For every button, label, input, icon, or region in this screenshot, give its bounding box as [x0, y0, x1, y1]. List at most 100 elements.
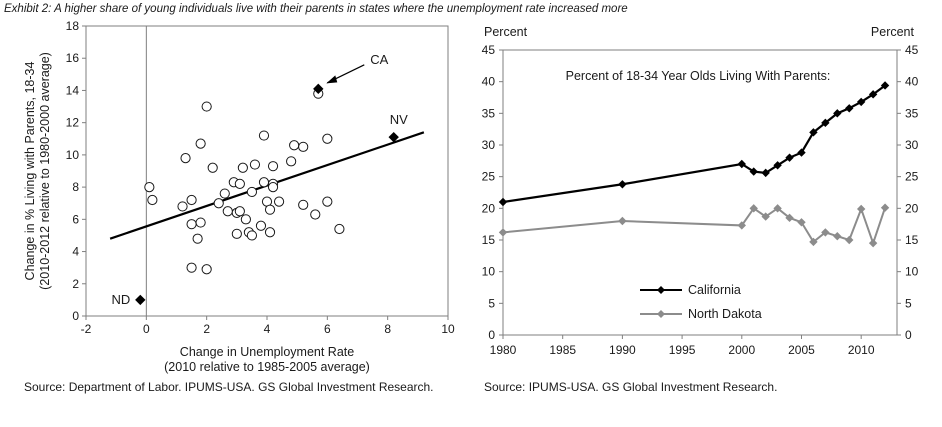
state-point: [147, 194, 158, 206]
state-point: [246, 186, 258, 198]
y-tick-label: 8: [72, 180, 79, 194]
plot-frame: [85, 25, 449, 317]
y-right-tick-label: 0: [905, 328, 912, 342]
y-right-tick-label: 5: [905, 296, 912, 310]
y-tick-label: 6: [72, 212, 79, 226]
label-nv: NV: [390, 112, 408, 127]
x-tick-label: 1985: [549, 343, 576, 357]
series-marker: [498, 228, 508, 237]
state-point: [240, 214, 251, 225]
y-axis-subtitle: (2010-2012 relative to 1980-2000 average…: [38, 52, 52, 290]
highlight-point-nd: [135, 294, 146, 306]
series-marker: [749, 167, 758, 176]
series-line-north-dakota: [502, 206, 887, 247]
state-point: [258, 177, 270, 188]
y-right-tick-label: 35: [905, 106, 919, 120]
y-right-tick-label: 15: [905, 233, 919, 247]
ca-arrow-head: [326, 75, 338, 84]
x-tick-label: 6: [324, 322, 331, 336]
state-point: [334, 223, 345, 235]
series-marker: [797, 218, 806, 227]
exhibit-title: Exhibit 2: A higher share of young indiv…: [4, 3, 628, 15]
state-point: [231, 228, 242, 239]
state-point: [264, 204, 276, 215]
state-point: [237, 162, 248, 173]
highlight-point-ca: [313, 83, 324, 95]
legend-swatch-marker: [657, 310, 665, 318]
y-tick-label: 18: [66, 19, 80, 33]
y-tick-label: 10: [66, 148, 80, 162]
state-point: [186, 194, 197, 206]
label-ca: CA: [370, 52, 388, 67]
x-tick-label: 1980: [490, 343, 517, 357]
state-point: [258, 130, 270, 141]
series-marker: [868, 238, 878, 248]
y-right-axis-title: Percent: [871, 25, 915, 39]
y-left-tick-label: 5: [488, 296, 495, 310]
x-axis-subtitle: (2010 relative to 1985-2005 average): [164, 360, 370, 374]
y-tick-label: 16: [66, 51, 80, 65]
series-line-california: [502, 84, 886, 204]
series-marker: [821, 118, 830, 128]
state-point: [286, 156, 297, 167]
series-marker: [880, 203, 890, 212]
y-left-tick-label: 10: [482, 265, 496, 279]
y-right-tick-label: 40: [905, 75, 919, 89]
state-point: [222, 206, 233, 217]
series-marker: [833, 232, 842, 241]
y-left-tick-label: 35: [482, 106, 496, 120]
y-left-tick-label: 40: [482, 75, 496, 89]
series-marker: [797, 148, 806, 157]
series-marker: [821, 228, 830, 237]
x-tick-label: 4: [264, 322, 271, 336]
state-point: [289, 140, 300, 151]
state-point: [219, 188, 230, 199]
x-tick-label: -2: [81, 322, 92, 336]
x-tick-label: 2: [203, 322, 210, 336]
x-tick-label: 2005: [788, 343, 815, 357]
legend-label-north-dakota: North Dakota: [688, 307, 762, 321]
legend-label-california: California: [688, 283, 741, 297]
state-point: [201, 264, 212, 275]
x-tick-label: 1990: [609, 343, 636, 357]
series-marker: [749, 204, 758, 213]
state-point: [249, 159, 261, 170]
line-chart: 0 0 5 5 10 10 15 15 20 20 25 25 30 30 35 35 40 40 45 45 1980…: [482, 25, 919, 357]
y-tick-label: 14: [66, 83, 80, 97]
state-point: [246, 230, 258, 241]
y-left-tick-label: 15: [482, 233, 496, 247]
series-marker: [845, 104, 854, 113]
y-tick-label: 4: [72, 245, 79, 259]
series-marker: [845, 235, 854, 245]
state-point: [195, 138, 206, 149]
y-tick-label: 0: [72, 309, 79, 323]
series-marker: [618, 180, 627, 189]
y-right-tick-label: 25: [905, 170, 919, 184]
x-tick-label: 2010: [848, 343, 875, 357]
y-right-tick-label: 30: [905, 138, 919, 152]
state-point: [180, 153, 191, 164]
y-left-axis-title: Percent: [484, 25, 528, 39]
state-point: [144, 182, 155, 193]
y-right-tick-label: 20: [905, 201, 919, 215]
state-point: [267, 182, 279, 193]
y-tick-label: 12: [66, 116, 80, 130]
label-nd: ND: [112, 292, 131, 307]
state-point: [192, 233, 203, 244]
y-left-tick-label: 45: [482, 43, 496, 57]
series-marker: [868, 90, 878, 99]
source-left: Source: Department of Labor. IPUMS-USA. …: [24, 380, 434, 394]
state-point: [195, 217, 206, 228]
chart-title: Percent of 18-34 Year Olds Living With P…: [566, 69, 831, 83]
y-left-tick-label: 25: [482, 170, 496, 184]
state-point: [186, 262, 197, 273]
state-point: [177, 201, 188, 212]
y-left-tick-label: 0: [488, 328, 495, 342]
x-tick-label: 0: [143, 322, 150, 336]
state-point: [267, 161, 279, 172]
state-point: [186, 219, 197, 230]
state-point: [273, 196, 285, 207]
plot-frame: [502, 49, 898, 336]
y-left-tick-label: 20: [482, 201, 496, 215]
